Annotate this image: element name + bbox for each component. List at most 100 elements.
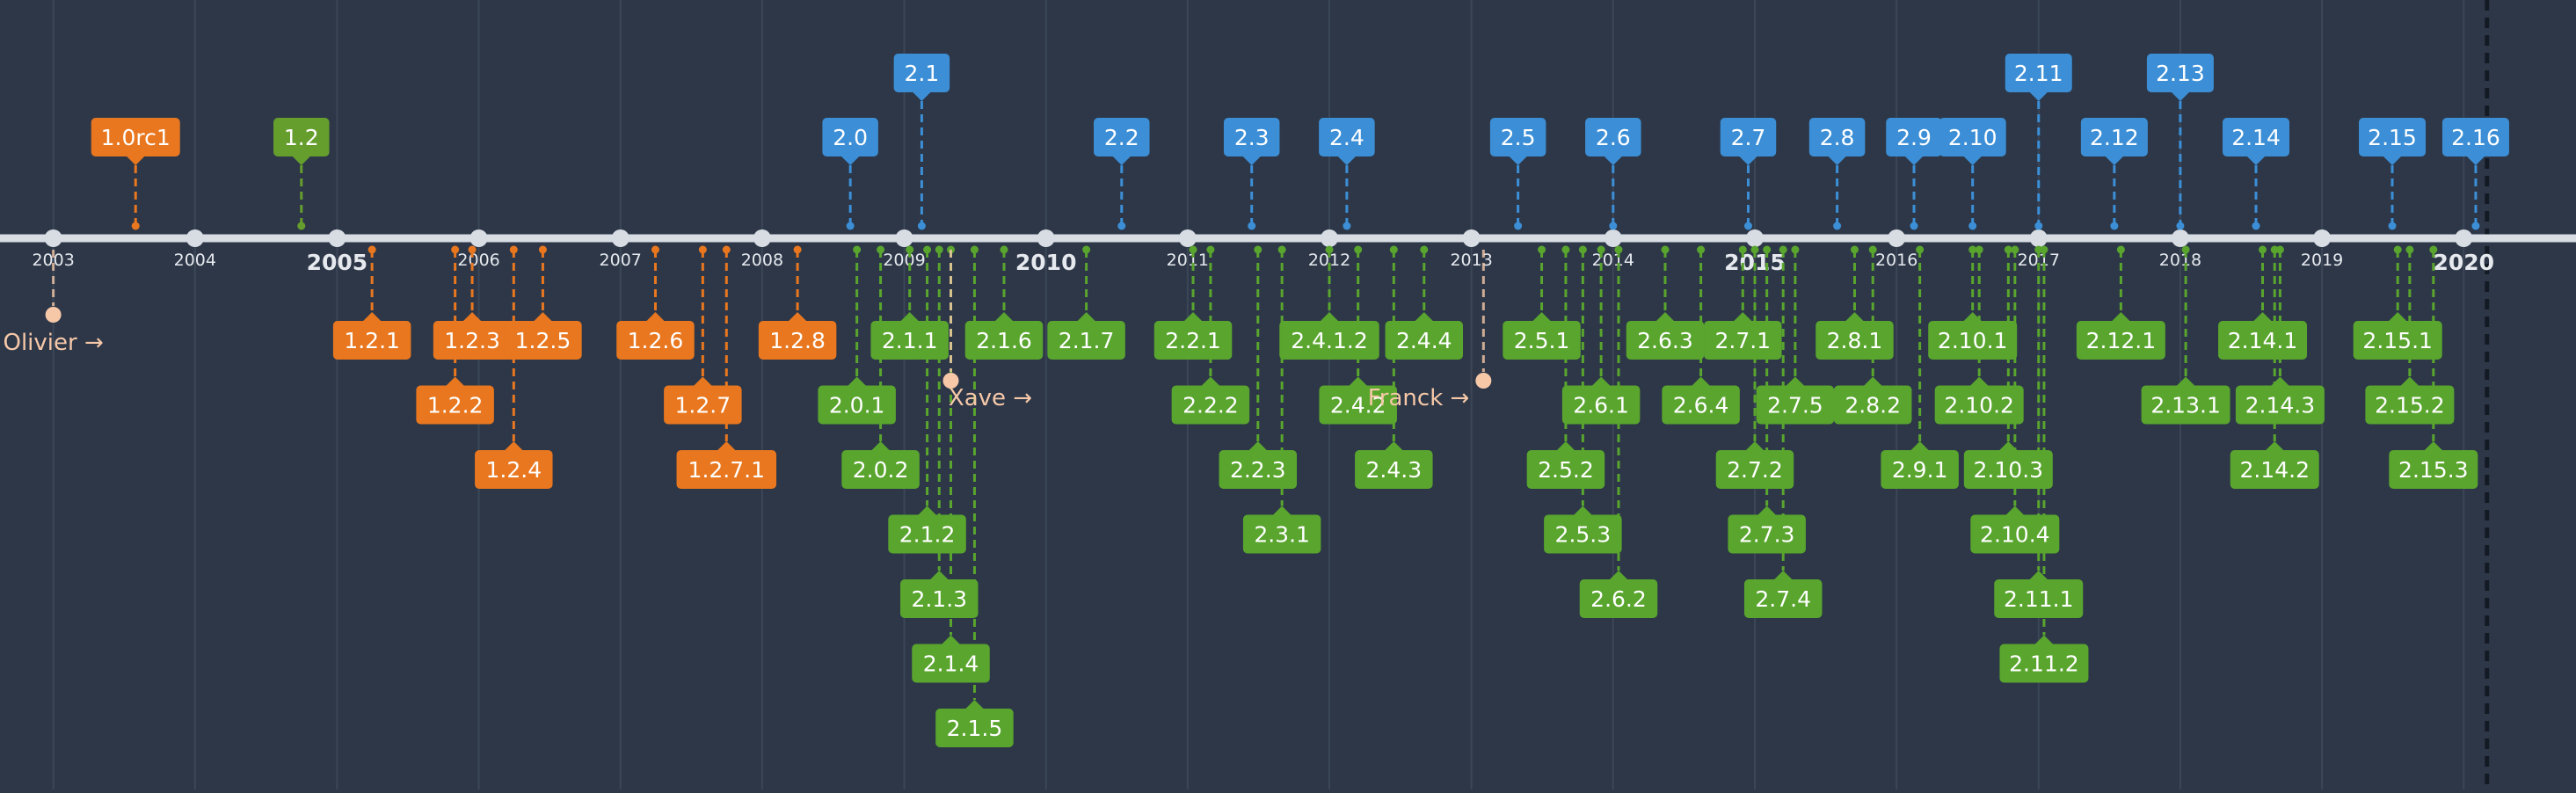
year-label: 2012 [1308, 251, 1350, 270]
release-pointer [1609, 571, 1627, 579]
release-box [664, 385, 742, 425]
year-tick [2455, 229, 2473, 247]
release-box [1886, 118, 1942, 156]
release-pointer [930, 571, 949, 579]
release-label: 2.2.1 [1165, 328, 1221, 353]
release-box [1094, 118, 1150, 156]
release-pointer [1963, 156, 1982, 165]
release-pointer [2112, 312, 2130, 321]
release-label: 2.1.2 [899, 522, 956, 548]
release-dot [917, 222, 926, 230]
release-label: 1.2.6 [628, 328, 684, 353]
release-label: 2.13.1 [2150, 393, 2221, 418]
release-box [964, 321, 1044, 360]
year-label: 2013 [1450, 251, 1492, 270]
release-pointer [1845, 312, 1864, 321]
year-tick [2313, 229, 2332, 247]
release-box [1756, 385, 1835, 425]
release-pointer [1242, 156, 1261, 165]
release-pointer [848, 376, 866, 386]
release-pointer [1592, 376, 1611, 386]
release-box [1242, 514, 1321, 554]
year-tick [1745, 229, 1764, 247]
release-box [888, 514, 966, 554]
release-pointer [1184, 312, 1203, 321]
release-pointer [1509, 156, 1527, 165]
release-label: 2.4.3 [1366, 457, 1423, 483]
release-box [1833, 385, 1912, 425]
release-label: 2.3.1 [1254, 522, 1310, 548]
release-dot [2471, 222, 2480, 230]
release-box [416, 385, 494, 425]
year-label: 2004 [174, 251, 216, 270]
release-label: 2.11 [2014, 61, 2063, 86]
release-box [1561, 385, 1641, 425]
release-label: 2.4.2 [1330, 393, 1386, 418]
release-dot [1248, 222, 1256, 230]
year-label: 2008 [741, 251, 783, 270]
release-label: 2.0.2 [853, 457, 909, 483]
release-label: 1.2.4 [485, 457, 542, 483]
year-label: 2005 [307, 250, 368, 275]
release-pointer [1734, 312, 1752, 321]
release-label: 2.2.3 [1230, 457, 1286, 483]
release-label: 2.13 [2156, 61, 2205, 86]
release-pointer [1745, 441, 1764, 450]
release-label: 2.4.4 [1396, 328, 1452, 353]
release-box [1728, 514, 1806, 554]
year-label: 2003 [32, 251, 74, 270]
release-dot [1514, 222, 1523, 230]
release-box [2441, 118, 2509, 156]
release-box [1489, 118, 1546, 156]
release-pointer [2271, 376, 2289, 386]
release-pointer [1532, 312, 1551, 321]
release-box [1743, 579, 1823, 618]
release-label: 2.5.1 [1514, 328, 1570, 353]
release-box [1219, 450, 1298, 489]
release-dot [1343, 222, 1351, 230]
year-label: 2019 [2301, 251, 2343, 270]
release-pointer [1864, 376, 1882, 386]
release-label: 2.15.1 [2362, 328, 2433, 353]
release-label: 2.7.3 [1739, 522, 1795, 548]
release-label: 2.9.1 [1892, 457, 1948, 483]
release-label: 2.5.2 [1538, 457, 1594, 483]
release-pointer [2247, 156, 2266, 165]
release-box [1223, 118, 1280, 156]
release-label: 2.3 [1234, 125, 1270, 150]
release-pointer [2177, 376, 2195, 386]
release-pointer [1248, 441, 1267, 450]
release-pointer [965, 700, 984, 709]
person-label: Xave → [949, 385, 1032, 411]
release-pointer [505, 441, 523, 450]
release-box [2005, 54, 2072, 92]
release-box [1934, 385, 2024, 425]
release-pointer [2005, 506, 2024, 515]
release-dot [2034, 222, 2043, 230]
release-box [1319, 118, 1375, 156]
release-label: 1.2 [284, 125, 319, 150]
release-box [841, 450, 920, 489]
release-dot [1609, 222, 1618, 230]
release-pointer [900, 312, 919, 321]
release-box [273, 118, 330, 156]
release-label: 2.6.2 [1590, 586, 1647, 612]
release-box [91, 118, 180, 156]
release-box [2080, 118, 2148, 156]
release-dot [297, 222, 306, 230]
year-tick [328, 229, 346, 247]
release-label: 1.2.3 [444, 328, 500, 353]
release-box [1928, 321, 2018, 360]
year-tick [1462, 229, 1481, 247]
release-box [2230, 450, 2319, 489]
release-label: 1.0rc1 [101, 125, 171, 150]
release-pointer [2171, 92, 2189, 101]
release-label: 2.11.2 [2009, 651, 2079, 677]
release-label: 2.7.2 [1727, 457, 1783, 483]
release-label: 2.4.1.2 [1291, 328, 1367, 353]
release-pointer [1655, 312, 1674, 321]
release-label: 2.1.3 [911, 586, 967, 612]
release-pointer [694, 376, 712, 386]
year-tick [753, 229, 771, 247]
release-pointer [534, 312, 552, 321]
